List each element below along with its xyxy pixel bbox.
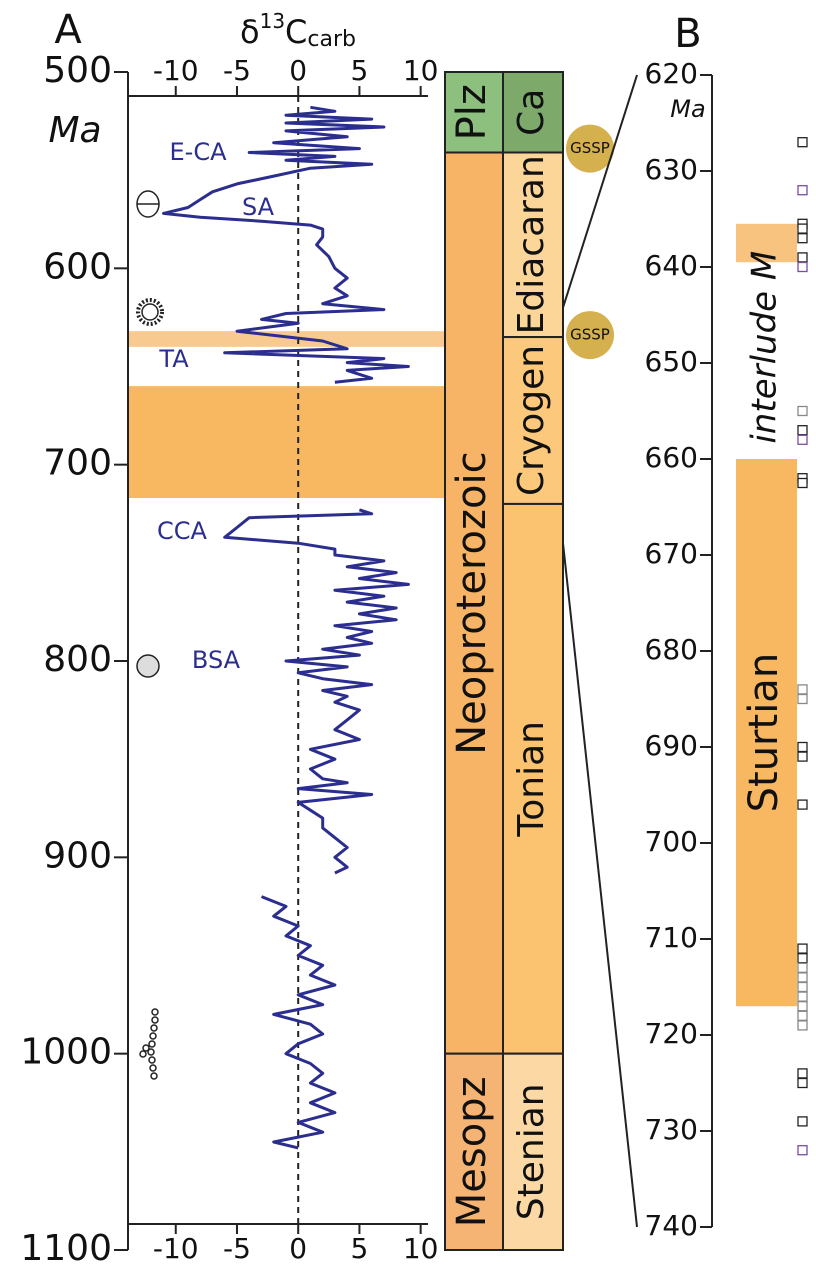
y-tick-label: 1100	[20, 1228, 112, 1268]
y-tick-label: 720	[645, 1017, 698, 1050]
y-tick-label: 1000	[20, 1032, 112, 1073]
period-label: Cryogen	[511, 345, 552, 496]
sample	[798, 973, 807, 982]
band-label: Sturtian	[741, 653, 787, 813]
sample	[798, 963, 807, 972]
sample	[798, 479, 807, 488]
x-title-part: C	[285, 13, 307, 51]
x-title-part: carb	[307, 27, 356, 52]
zoom-line	[563, 543, 637, 1227]
period-label: Tonian	[511, 721, 552, 838]
glaciation-band	[128, 386, 445, 498]
sample	[798, 1146, 807, 1155]
x-tick-label: 10	[403, 1232, 439, 1265]
y-unit: Ma	[670, 95, 705, 123]
sample	[798, 1079, 807, 1088]
fossil-icons	[137, 191, 162, 1079]
band-label: interlude M	[745, 251, 785, 444]
zoom-line	[563, 75, 637, 308]
x-tick-label: 5	[351, 54, 369, 87]
y-tick-label: 710	[645, 921, 698, 954]
isotope-curve	[164, 107, 409, 1148]
y-tick-label: 690	[645, 729, 698, 762]
annotation: SA	[242, 193, 275, 221]
sample	[798, 435, 807, 444]
sample	[798, 685, 807, 694]
sample	[798, 426, 807, 435]
y-tick-label: 650	[645, 345, 698, 378]
y-tick-label: 700	[43, 443, 112, 484]
y-tick-label: 680	[645, 633, 698, 666]
sample	[798, 224, 807, 233]
sample	[798, 983, 807, 992]
gssp-label: GSSP	[570, 139, 610, 157]
x-tick-label: 0	[289, 1232, 307, 1265]
y-tick-label: 740	[645, 1209, 698, 1242]
x-title-part: δ	[240, 13, 260, 51]
panel-label: B	[674, 11, 701, 57]
y-tick-label: 620	[645, 57, 698, 90]
sample	[798, 1117, 807, 1126]
y-tick-label: 670	[645, 537, 698, 570]
x-tick-label: -10	[153, 1232, 199, 1265]
era-label: Mesopz	[449, 1076, 495, 1227]
sample	[798, 186, 807, 195]
sample	[798, 743, 807, 752]
annotation: CCA	[157, 517, 208, 545]
x-tick-label: -5	[223, 1232, 251, 1265]
y-tick-label: 500	[43, 50, 112, 91]
era-label: Neoproterozoic	[449, 451, 495, 754]
period-label: Ca	[511, 89, 552, 136]
x-tick-label: 0	[289, 54, 307, 87]
sample	[798, 234, 807, 243]
period-label: Stenian	[511, 1083, 552, 1220]
y-tick-label: 900	[43, 835, 112, 876]
x-title-part: 13	[260, 9, 285, 33]
annotation: BSA	[192, 646, 241, 674]
sample	[798, 752, 807, 761]
sample	[798, 138, 807, 147]
y-tick-label: 660	[645, 441, 698, 474]
y-tick-label: 730	[645, 1113, 698, 1146]
x-tick-label: -10	[153, 54, 199, 87]
sample	[798, 954, 807, 963]
sample	[798, 407, 807, 416]
x-tick-label: 5	[351, 1232, 369, 1265]
y-tick-label: 630	[645, 153, 698, 186]
annotation: E-CA	[170, 138, 228, 166]
y-tick-label: 600	[43, 246, 112, 287]
sample	[798, 992, 807, 1001]
sample	[798, 1069, 807, 1078]
period-label: Ediacaran	[511, 155, 552, 334]
sample	[798, 263, 807, 272]
y-tick-label: 700	[645, 825, 698, 858]
y-tick-label: 800	[43, 639, 112, 680]
sample	[798, 695, 807, 704]
sample	[798, 800, 807, 809]
x-tick-label: 10	[403, 54, 439, 87]
annotation: TA	[158, 345, 189, 373]
panel-label: A	[54, 7, 82, 53]
x-axis-title: δ13Ccarb	[240, 9, 356, 53]
era-label: Plz	[449, 84, 495, 140]
sample	[798, 1021, 807, 1030]
sample	[798, 253, 807, 262]
gssp-label: GSSP	[570, 326, 610, 344]
sample	[798, 1002, 807, 1011]
sample	[798, 944, 807, 953]
figure: A B Ma Ma δ13Ccarb Plz Neoproterozoic Meso…	[0, 0, 816, 1268]
sample	[798, 1011, 807, 1020]
y-tick-label: 640	[645, 249, 698, 282]
x-tick-label: -5	[223, 54, 251, 87]
y-unit: Ma	[48, 110, 101, 151]
